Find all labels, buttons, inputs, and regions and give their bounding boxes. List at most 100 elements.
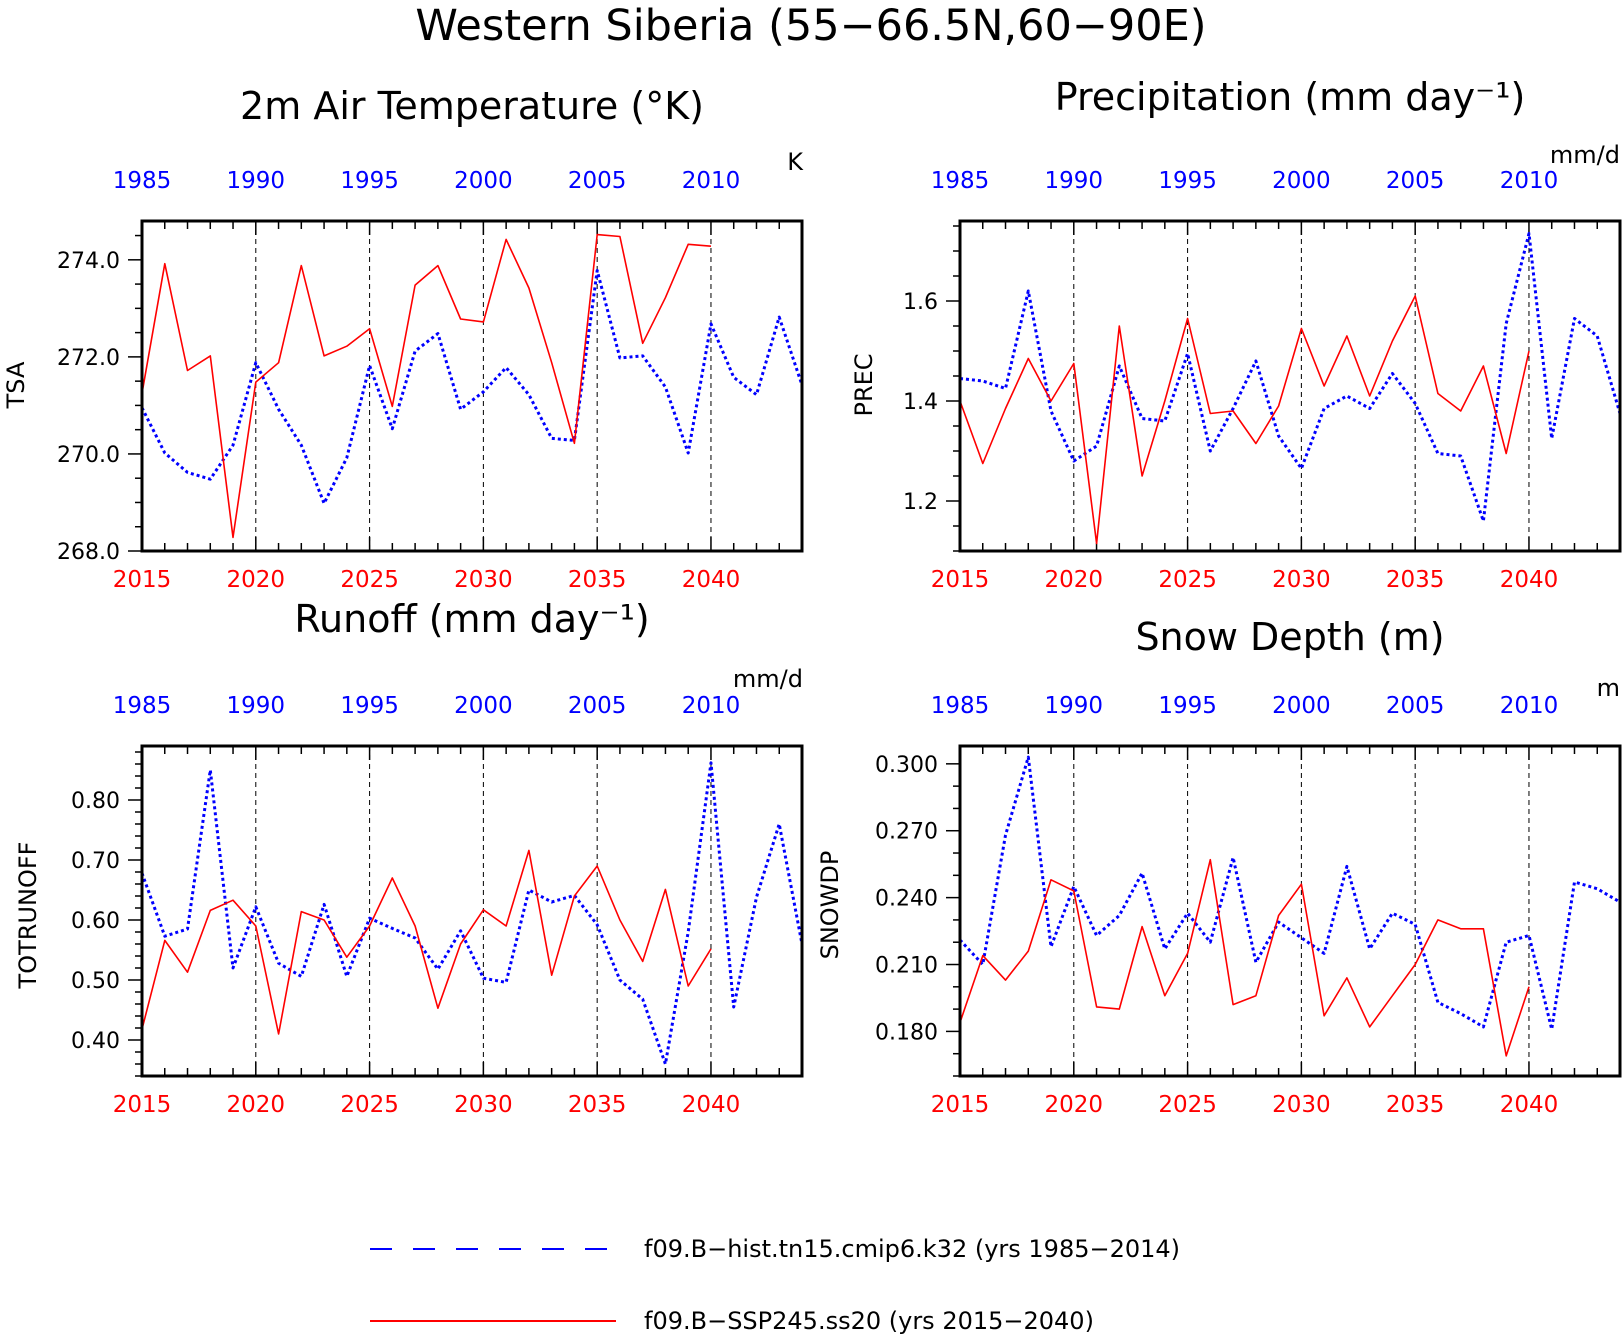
legend: f09.B−hist.tn15.cmip6.k32 (yrs 1985−2014…	[370, 1235, 1180, 1335]
panel-snow-depth: Snow Depth (m) m SNOWDP 0.1800.2100.2400…	[816, 615, 1622, 1118]
plot-area: 268.0 270.0 272.0 274.0 2015 2020 2025 2030 2035…	[57, 168, 804, 593]
x-tick-label-bottom: 2030	[454, 567, 513, 593]
legend-label-hist: f09.B−hist.tn15.cmip6.k32 (yrs 1985−2014…	[644, 1235, 1180, 1263]
y-tick-label: 0.70	[71, 849, 120, 874]
x-tick-label-bottom: 2035	[1386, 1092, 1445, 1118]
panel-title: Precipitation (mm day⁻¹)	[1055, 75, 1526, 119]
series-line-hist	[959, 232, 1622, 523]
y-axis-label: TOTRUNOFF	[14, 842, 42, 990]
y-tick-label: 0.60	[71, 909, 120, 934]
panel-title: 2m Air Temperature (°K)	[240, 84, 704, 128]
x-tick-label-top: 2005	[1386, 168, 1445, 194]
x-tick-label-top: 1985	[931, 693, 990, 719]
x-tick-label-top: 2010	[1500, 168, 1559, 194]
plot-frame	[140, 219, 804, 553]
y-tick-label: 0.80	[71, 789, 120, 814]
series-line-hist	[140, 269, 804, 505]
x-tick-label-top: 2005	[568, 168, 627, 194]
panel-title: Snow Depth (m)	[1135, 615, 1444, 659]
y-tick-label: 0.40	[71, 1029, 120, 1054]
x-tick-label-bottom: 2040	[682, 567, 741, 593]
x-tick-label-bottom: 2035	[568, 567, 627, 593]
x-tick-label-top: 1985	[931, 168, 990, 194]
y-tick-label: 1.2	[903, 490, 938, 515]
panel-runoff: Runoff (mm day⁻¹) mm/d TOTRUNOFF 0.40 0.5…	[14, 597, 804, 1118]
x-tick-label-top: 2000	[1272, 168, 1331, 194]
figure-title: Western Siberia (55−66.5N,60−90E)	[415, 1, 1206, 51]
y-tick-label: 0.240	[875, 887, 938, 912]
x-tick-label-bottom: 2020	[1045, 1092, 1104, 1118]
x-tick-label-top: 2010	[682, 693, 741, 719]
x-tick-label-bottom: 2015	[931, 1092, 990, 1118]
y-axis-label: PREC	[850, 353, 878, 416]
y-axis-label: SNOWDP	[816, 851, 844, 960]
x-tick-label-top: 2005	[568, 693, 627, 719]
y-tick-label: 274.0	[57, 249, 120, 274]
plot-frame	[140, 744, 804, 1078]
legend-label-ssp: f09.B−SSP245.ss20 (yrs 2015−2040)	[644, 1307, 1094, 1335]
x-tick-label-top: 1995	[340, 168, 399, 194]
x-tick-label-top: 1995	[1158, 693, 1217, 719]
panel-air-temperature: 2m Air Temperature (°K) K TSA 268.0 270.0…	[2, 84, 804, 593]
x-tick-label-bottom: 2025	[1158, 1092, 1217, 1118]
x-tick-label-bottom: 2030	[1272, 1092, 1331, 1118]
x-tick-label-bottom: 2040	[1500, 567, 1559, 593]
units-label: mm/d	[733, 665, 803, 693]
y-tick-label: 270.0	[57, 443, 120, 468]
x-tick-label-top: 1995	[340, 693, 399, 719]
x-tick-label-top: 2010	[682, 168, 741, 194]
units-label: K	[787, 148, 804, 176]
series-line-ssp	[959, 858, 1530, 1057]
plot-frame	[958, 744, 1622, 1078]
x-tick-label-top: 1995	[1158, 168, 1217, 194]
x-tick-label-top: 2000	[1272, 693, 1331, 719]
y-tick-label: 1.4	[903, 390, 938, 415]
x-tick-label-bottom: 2015	[931, 567, 990, 593]
x-tick-label-bottom: 2030	[454, 1092, 513, 1118]
y-tick-label: 1.6	[903, 290, 938, 315]
x-tick-label-bottom: 2035	[1386, 567, 1445, 593]
x-tick-label-top: 1985	[113, 693, 172, 719]
x-tick-label-top: 1990	[227, 693, 286, 719]
series-line-hist	[140, 761, 804, 1066]
x-tick-label-bottom: 2040	[1500, 1092, 1559, 1118]
series-line-ssp	[141, 849, 712, 1035]
x-tick-label-top: 1985	[113, 168, 172, 194]
plot-area: 1.2 1.4 1.6 2015 2020 2025 2030 2035 2040 1985 199…	[903, 168, 1622, 593]
x-tick-label-bottom: 2020	[1045, 567, 1104, 593]
x-tick-label-top: 2000	[454, 693, 513, 719]
x-tick-label-bottom: 2020	[227, 567, 286, 593]
x-tick-label-bottom: 2020	[227, 1092, 286, 1118]
units-label: mm/d	[1550, 141, 1620, 169]
x-tick-label-top: 1990	[227, 168, 286, 194]
x-tick-label-bottom: 2025	[340, 1092, 399, 1118]
y-tick-label: 0.50	[71, 969, 120, 994]
x-tick-label-top: 2005	[1386, 693, 1445, 719]
y-tick-label: 272.0	[57, 346, 120, 371]
x-tick-label-top: 2000	[454, 168, 513, 194]
x-tick-label-top: 1990	[1045, 693, 1104, 719]
y-tick-label: 0.210	[875, 954, 938, 979]
plot-area: 0.40 0.50 0.60 0.70 0.80 2015 2020 2025 2030 2035…	[71, 693, 804, 1118]
y-axis-label: TSA	[2, 361, 30, 409]
y-tick-label: 0.270	[875, 820, 938, 845]
x-tick-label-bottom: 2030	[1272, 567, 1331, 593]
y-tick-label: 0.300	[875, 753, 938, 778]
plot-area: 0.180 0.210 0.240 0.270 0.300 2015 2020 2025 203…	[875, 693, 1622, 1118]
series-line-ssp	[141, 233, 712, 539]
plot-frame	[958, 219, 1622, 553]
x-tick-label-bottom: 2025	[1158, 567, 1217, 593]
units-label: m	[1597, 674, 1620, 702]
x-tick-label-bottom: 2015	[113, 1092, 172, 1118]
x-tick-label-top: 2010	[1500, 693, 1559, 719]
x-tick-label-bottom: 2040	[682, 1092, 741, 1118]
y-tick-label: 0.180	[875, 1020, 938, 1045]
panel-title: Runoff (mm day⁻¹)	[294, 597, 649, 641]
x-tick-label-bottom: 2015	[113, 567, 172, 593]
x-tick-label-bottom: 2025	[340, 567, 399, 593]
y-tick-label: 268.0	[57, 540, 120, 565]
panel-precipitation: Precipitation (mm day⁻¹) mm/d PREC 1.21.…	[850, 75, 1622, 593]
x-tick-label-top: 1990	[1045, 168, 1104, 194]
series-line-ssp	[959, 295, 1530, 545]
